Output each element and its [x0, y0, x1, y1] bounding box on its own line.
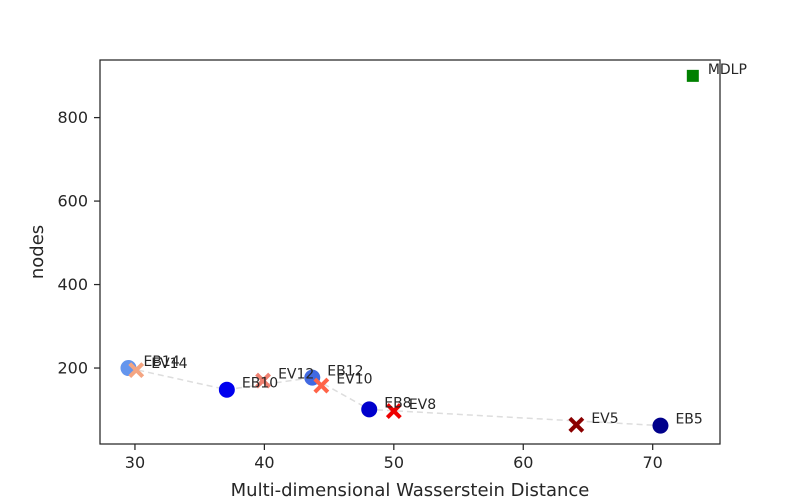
point-label-eb5: EB5: [675, 412, 702, 428]
point-label-eb8: EB8: [384, 395, 411, 411]
point-ev12: [255, 372, 272, 389]
point-label-ev8: EV8: [409, 397, 436, 413]
x-axis: 30 40 50 60 70: [125, 444, 663, 472]
point-ev8: [385, 403, 402, 419]
point-label-eb12: EB12: [327, 364, 363, 380]
point-label-ev10: EV10: [336, 372, 372, 388]
x-tick-label: 60: [513, 453, 533, 472]
y-tick-label: 600: [57, 192, 88, 211]
point-label-ev12: EV12: [278, 367, 314, 383]
point-eb8: [361, 401, 378, 418]
point-eb5: [652, 417, 669, 434]
y-axis-label: nodes: [27, 225, 48, 279]
point-ev5: [568, 416, 585, 433]
point-eb10: [218, 381, 235, 398]
x-tick-label: 40: [254, 453, 274, 472]
x-tick-label: 30: [125, 453, 145, 472]
point-ev14: [128, 362, 145, 379]
point-ev10: [313, 377, 330, 394]
x-tick-label: 70: [643, 453, 663, 472]
x-tick-label: 50: [384, 453, 404, 472]
point-label-mdlp: MDLP: [708, 62, 747, 78]
point-label-eb14: EB14: [143, 354, 179, 370]
point-label-ev5: EV5: [591, 411, 618, 427]
x-axis-label: Multi-dimensional Wasserstein Distance: [231, 480, 590, 500]
y-axis: 200 400 600 800: [57, 108, 100, 378]
y-tick-label: 800: [57, 108, 88, 127]
point-mdlp: [686, 69, 699, 82]
point-label-ev14: EV14: [151, 356, 187, 372]
point-label-eb10: EB10: [242, 376, 278, 392]
y-tick-label: 400: [57, 275, 88, 294]
y-tick-label: 200: [57, 359, 88, 378]
plot-frame: [99, 59, 721, 445]
points-layer: [120, 69, 699, 434]
